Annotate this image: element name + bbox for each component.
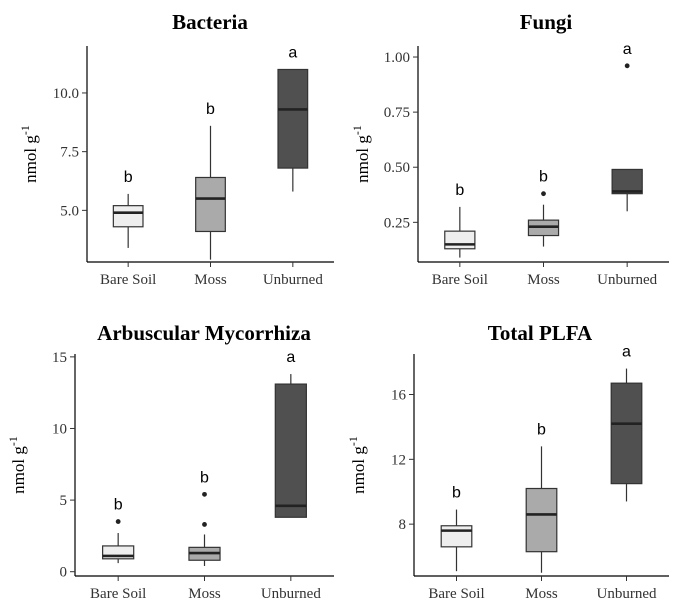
outlier-point xyxy=(541,191,546,197)
significance-letter: b xyxy=(455,182,464,199)
panel-title: Fungi xyxy=(520,10,573,34)
x-tick-label: Unburned xyxy=(263,272,323,288)
y-tick-label: 0 xyxy=(60,565,68,581)
x-tick-label: Moss xyxy=(188,586,221,598)
box-iqr xyxy=(611,168,643,195)
significance-letter: b xyxy=(124,169,133,186)
significance-letter: a xyxy=(623,41,632,58)
outlier-point xyxy=(202,491,207,497)
panel-2: Fungi nmol g-1 0.25 0.50 0.75 1.00 Bare Soil b M… xyxy=(350,10,669,288)
box-iqr xyxy=(444,230,476,250)
box-iqr xyxy=(440,525,473,548)
y-tick-label: 16 xyxy=(391,388,407,404)
y-axis-label: nmol g-1 xyxy=(6,436,28,494)
y-tick-label: 10.0 xyxy=(53,86,79,102)
y-axis-label: nmol g-1 xyxy=(18,125,40,183)
panel-3: Arbuscular Mycorrhiza nmol g-1 0 5 10 15 Bare … xyxy=(6,321,334,602)
x-tick-label: Moss xyxy=(525,586,558,598)
significance-letter: a xyxy=(288,44,297,61)
x-tick-label: Moss xyxy=(527,272,560,288)
y-tick-label: 5 xyxy=(60,493,68,509)
panel-title: Total PLFA xyxy=(488,321,593,345)
box-iqr xyxy=(277,68,309,169)
y-axis-label: nmol g-1 xyxy=(350,125,372,183)
panel-1: Bacteria nmol g-1 5.0 7.5 10.0 Bare Soil b Moss… xyxy=(18,10,334,288)
outlier-point xyxy=(624,63,630,69)
y-tick-label: 12 xyxy=(391,452,406,468)
significance-letter: b xyxy=(114,497,123,514)
box-iqr xyxy=(274,383,307,518)
y-tick-label: 0.75 xyxy=(384,105,410,121)
x-tick-label: Moss xyxy=(194,272,227,288)
y-tick-label: 15 xyxy=(52,350,67,366)
panel-title: Arbuscular Mycorrhiza xyxy=(97,321,311,345)
y-tick-label: 0.50 xyxy=(384,160,410,176)
outlier-point xyxy=(115,519,121,524)
box-iqr xyxy=(195,176,226,233)
y-tick-label: 0.25 xyxy=(384,215,410,231)
y-tick-label: 8 xyxy=(399,517,407,533)
box-iqr xyxy=(610,382,643,485)
y-axis-label: nmol g-1 xyxy=(346,436,368,494)
x-tick-label: Bare Soil xyxy=(432,272,488,288)
y-tick-label: 1.00 xyxy=(384,50,410,66)
y-tick-label: 7.5 xyxy=(60,145,79,161)
significance-letter: b xyxy=(200,469,209,486)
significance-letter: b xyxy=(539,169,548,186)
box-iqr xyxy=(112,205,144,228)
x-tick-label: Unburned xyxy=(597,272,657,288)
significance-letter: a xyxy=(622,344,631,361)
significance-letter: b xyxy=(206,101,215,118)
x-tick-label: Unburned xyxy=(261,586,321,598)
x-tick-label: Bare Soil xyxy=(90,586,146,598)
box-iqr xyxy=(525,487,558,553)
x-tick-label: Bare Soil xyxy=(100,272,156,288)
x-tick-label: Bare Soil xyxy=(428,586,484,598)
panel-title: Bacteria xyxy=(172,10,248,34)
significance-letter: b xyxy=(537,421,546,438)
x-tick-label: Unburned xyxy=(597,586,657,598)
y-tick-label: 10 xyxy=(52,421,67,437)
panel-4: Total PLFA nmol g-1 8 12 16 Bare Soil b Moss b Un… xyxy=(346,321,669,602)
significance-letter: b xyxy=(452,485,461,502)
outlier-point xyxy=(202,522,207,527)
significance-letter: a xyxy=(286,349,295,366)
y-tick-label: 5.0 xyxy=(60,203,79,219)
